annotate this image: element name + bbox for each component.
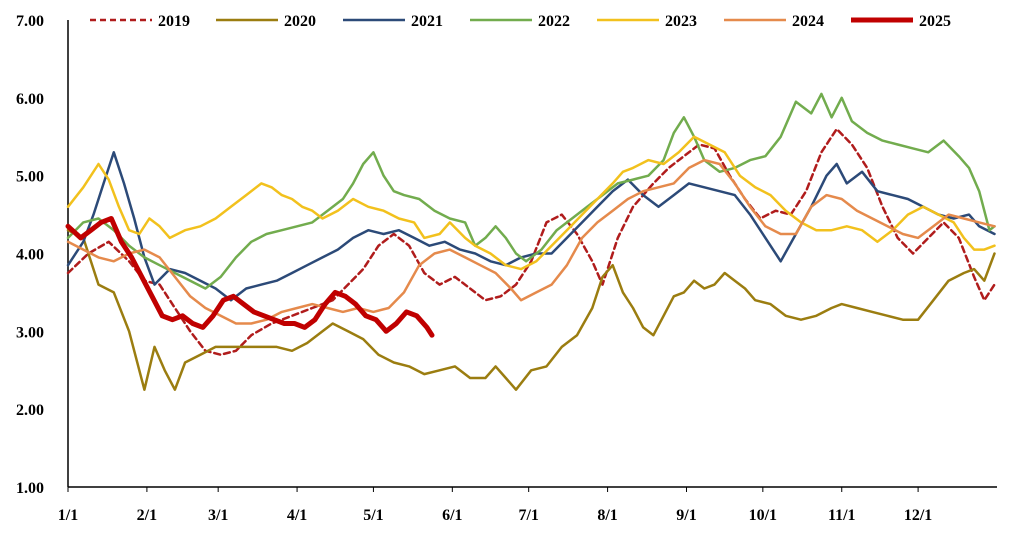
x-tick-label: 8/1 [597,507,617,524]
series-line-2022 [66,92,996,290]
legend: 2019 2020 2021 2022 2023 2024 2025 [90,13,951,30]
legend-label-2022: 2022 [538,13,570,30]
x-tick-label: 12/1 [904,507,932,524]
y-tick-label: 6.00 [16,91,44,108]
legend-label-2020: 2020 [284,13,316,30]
series-line-2024 [66,158,996,325]
x-tick-label: 2/1 [137,507,157,524]
series-line-2023 [66,135,996,271]
legend-label-2021: 2021 [411,13,443,30]
x-tick-label: 5/1 [363,507,383,524]
x-tick-label: 3/1 [208,507,228,524]
y-tick-label: 4.00 [16,247,44,264]
x-tick-label: 6/1 [442,507,462,524]
y-tick-label: 3.00 [16,324,44,341]
x-tick-label: 1/1 [58,507,78,524]
y-tick-label: 5.00 [16,169,44,186]
x-tick-label: 11/1 [828,507,856,524]
x-tick-label: 9/1 [676,507,696,524]
legend-label-2019: 2019 [158,13,190,30]
series-line-2020 [66,228,996,391]
x-tick-label: 4/1 [287,507,307,524]
y-tick-label: 1.00 [16,480,44,497]
x-tick-label: 7/1 [518,507,538,524]
legend-label-2023: 2023 [665,13,697,30]
axes: 1.00 2.00 3.00 4.00 5.00 6.00 7.00 1/1 2/1 3/1 4/1… [16,13,997,524]
series-lines [65,92,996,391]
y-tick-label: 7.00 [16,13,44,30]
series-line-2025 [65,216,435,338]
legend-label-2024: 2024 [792,13,824,30]
legend-label-2025: 2025 [919,13,951,30]
x-tick-label: 10/1 [749,507,777,524]
y-tick-label: 2.00 [16,402,44,419]
series-line-2021 [66,151,996,302]
series-line-2019 [66,127,996,356]
